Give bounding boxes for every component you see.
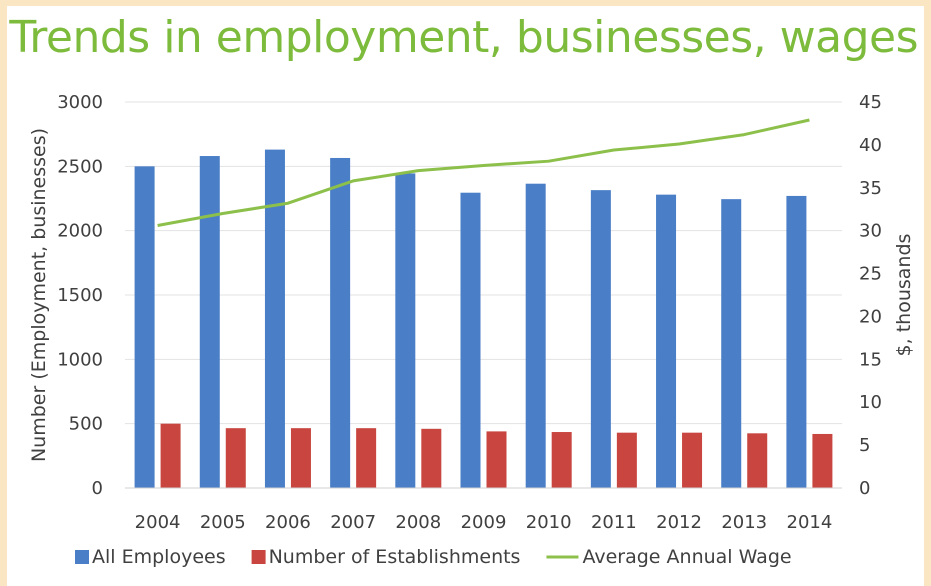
chart-frame: Trends in employment, businesses, wages … [7,6,924,586]
x-tick-label: 2006 [265,512,311,533]
x-tick-label: 2007 [330,512,376,533]
bar-number-of-establishments [747,433,768,488]
y2-tick-label: 10 [859,392,882,413]
x-tick-label: 2009 [461,512,507,533]
bar-number-of-establishments [616,432,637,488]
legend-label-number-of-establishments: Number of Establishments [269,546,521,568]
bar-number-of-establishments [225,428,246,488]
x-tick-label: 2004 [135,512,181,533]
y-tick-label: 1000 [57,349,103,370]
bar-all-employees [330,157,351,488]
y2-tick-label: 45 [859,92,882,113]
bar-all-employees [656,194,677,488]
legend-label-average-annual-wage: Average Annual Wage [582,546,791,568]
y2-tick-label: 0 [859,478,870,499]
bar-all-employees [460,192,481,488]
x-tick-label: 2008 [395,512,441,533]
bar-all-employees [199,156,220,489]
bar-all-employees [525,183,546,488]
y-tick-label: 1500 [57,285,103,306]
legend-label-all-employees: All Employees [92,546,226,568]
line-average-annual-wage [157,118,810,227]
chart-title: Trends in employment, businesses, wages [9,12,918,63]
legend-swatch-number-of-establishments [251,550,266,564]
chart-svg: 0 500 1000 1500 2000 2500 3000 0 5 10 15 20 25 30 35 40… [28,92,915,568]
bar-all-employees [721,199,742,489]
bar-number-of-establishments [551,432,572,488]
y2-tick-label: 25 [859,264,882,285]
bar-all-employees [395,173,416,488]
bar-number-of-establishments [812,433,833,488]
y-tick-label: 3000 [57,92,103,113]
bar-number-of-establishments [290,428,311,488]
bar-all-employees [786,195,807,488]
legend-swatch-all-employees [75,550,89,564]
y2-axis-label: $, thousands [893,234,915,357]
y-tick-label: 500 [69,414,103,435]
x-tick-label: 2014 [787,512,833,533]
y2-tick-label: 35 [859,178,882,199]
y-tick-label: 0 [92,478,103,499]
y2-tick-label: 30 [859,221,882,242]
x-tick-label: 2005 [200,512,246,533]
x-tick-label: 2011 [591,512,637,533]
bar-number-of-establishments [421,428,442,488]
bar-all-employees [264,149,285,488]
bar-number-of-establishments [356,428,377,488]
bar-all-employees [590,190,611,489]
y2-tick-label: 40 [859,135,882,156]
bar-all-employees [134,166,155,489]
y-axis-label: Number (Employment, businesses) [28,128,50,462]
x-tick-label: 2013 [721,512,767,533]
x-tick-label: 2010 [526,512,572,533]
y2-tick-label: 15 [859,349,882,370]
y2-tick-label: 20 [859,306,882,327]
x-tick-label: 2012 [656,512,702,533]
y-tick-label: 2000 [57,221,103,242]
y2-tick-label: 5 [859,435,870,456]
bar-number-of-establishments [682,432,703,488]
bar-number-of-establishments [486,431,507,488]
y-tick-label: 2500 [57,156,103,177]
bar-number-of-establishments [160,423,181,488]
